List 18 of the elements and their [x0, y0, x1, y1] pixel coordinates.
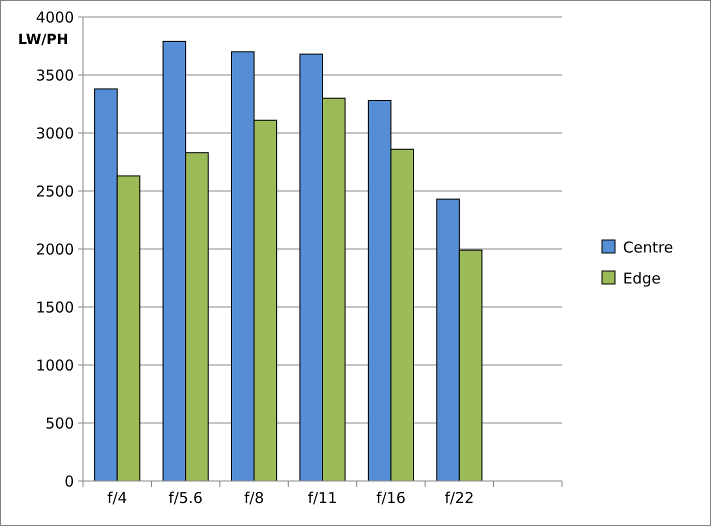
y-tick-label: 2000 — [36, 240, 74, 258]
x-tick-label: f/4 — [107, 489, 128, 507]
legend-label: Edge — [623, 269, 661, 288]
y-tick-label: 2500 — [36, 182, 74, 200]
x-tick-label: f/22 — [444, 489, 474, 507]
x-tick-label: f/5.6 — [168, 489, 203, 507]
y-tick-label: 4000 — [36, 8, 74, 26]
x-tick-label: f/8 — [244, 489, 264, 507]
y-tick-label: 1500 — [36, 298, 74, 316]
legend-label: Centre — [623, 238, 674, 256]
x-tick-label: f/11 — [308, 489, 338, 507]
y-tick-label: 3500 — [36, 66, 74, 84]
y-tick-label: 1000 — [36, 356, 74, 374]
y-tick-label: 3000 — [36, 124, 74, 142]
y-tick-label: 500 — [45, 414, 74, 432]
y-tick-label: 0 — [64, 472, 74, 490]
x-tick-label: f/16 — [376, 489, 406, 507]
y-axis-title: LW/PH — [18, 32, 68, 48]
